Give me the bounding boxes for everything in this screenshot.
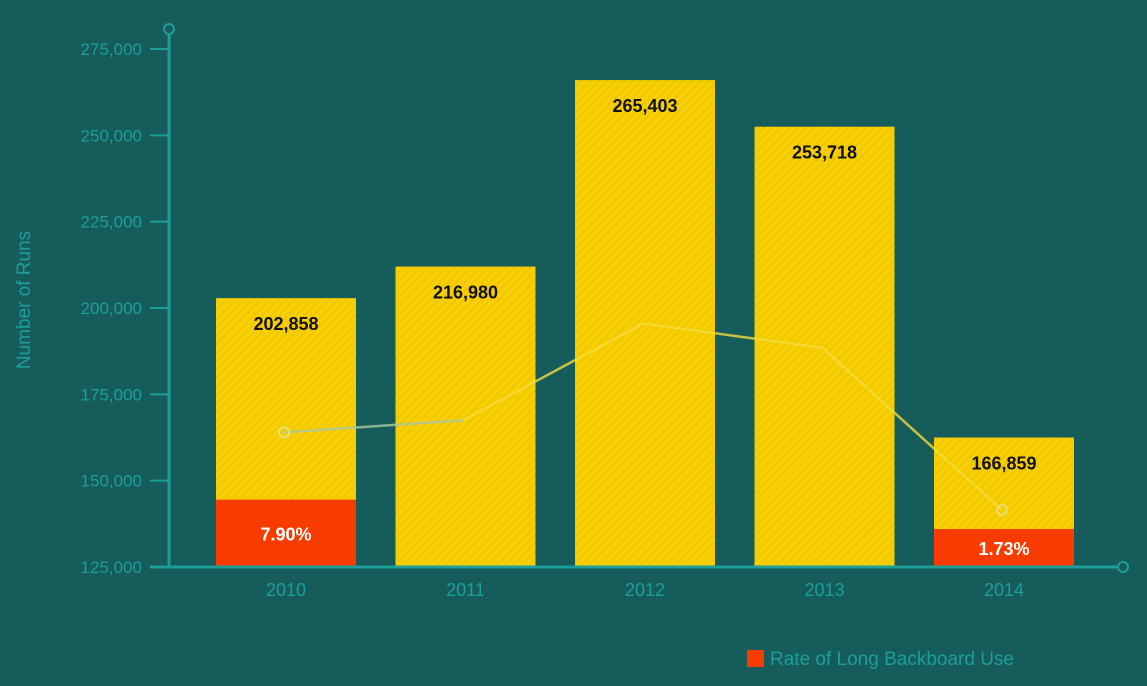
value-label-2014: 166,859 xyxy=(971,454,1036,474)
trend-segment xyxy=(821,346,1003,511)
rate-label-2010: 7.90% xyxy=(260,524,311,544)
rate-label-2014: 1.73% xyxy=(978,539,1029,559)
trend-segment xyxy=(642,322,823,349)
trend-point-2010 xyxy=(278,426,290,439)
bar-2011 xyxy=(395,266,536,567)
value-label-2013: 253,718 xyxy=(792,143,857,163)
legend: Rate of Long Backboard Use xyxy=(747,649,1014,670)
bar-2013 xyxy=(754,126,895,567)
value-label-2012: 265,403 xyxy=(612,96,677,116)
trend-line-layer xyxy=(278,322,1008,517)
y-tick-label: 225,000 xyxy=(81,213,142,232)
x-tick-label-2014: 2014 xyxy=(984,580,1024,600)
x-tick-label-2012: 2012 xyxy=(625,580,665,600)
y-tick-label: 275,000 xyxy=(81,40,142,59)
y-tick-label: 150,000 xyxy=(81,472,142,491)
y-tick-label: 200,000 xyxy=(81,299,142,318)
y-axis-end-cap xyxy=(163,23,175,35)
rate-bar-2014 xyxy=(934,529,1074,567)
y-axis-title: Number of Runs xyxy=(14,231,35,369)
value-label-2011: 216,980 xyxy=(433,283,498,303)
x-axis-end-cap xyxy=(1117,561,1129,573)
legend-swatch-rate xyxy=(747,650,764,667)
y-axis-ticks: 125,000 150,000 175,000 200,000 225,000 250,0… xyxy=(81,40,169,577)
rate-bar-2010 xyxy=(216,499,356,567)
y-tick-label: 175,000 xyxy=(81,385,142,404)
axes-layer: Number of Runs 2010 2011 2012 2013 2014 xyxy=(14,23,1129,600)
legend-label-rate: Rate of Long Backboard Use xyxy=(770,649,1014,670)
x-tick-label-2013: 2013 xyxy=(804,580,844,600)
x-tick-label-2011: 2011 xyxy=(446,580,485,600)
value-label-2010: 202,858 xyxy=(253,314,318,334)
y-tick-label: 250,000 xyxy=(81,126,142,145)
trend-segment xyxy=(283,418,464,434)
x-tick-label-2010: 2010 xyxy=(266,580,306,600)
trend-point-2014 xyxy=(996,504,1008,517)
labels-layer: 7.90% 202,858 216,980 265,403 253,718 1.73% 16… xyxy=(253,96,1036,559)
trend-segment xyxy=(462,322,644,422)
y-tick-label: 125,000 xyxy=(81,558,142,577)
